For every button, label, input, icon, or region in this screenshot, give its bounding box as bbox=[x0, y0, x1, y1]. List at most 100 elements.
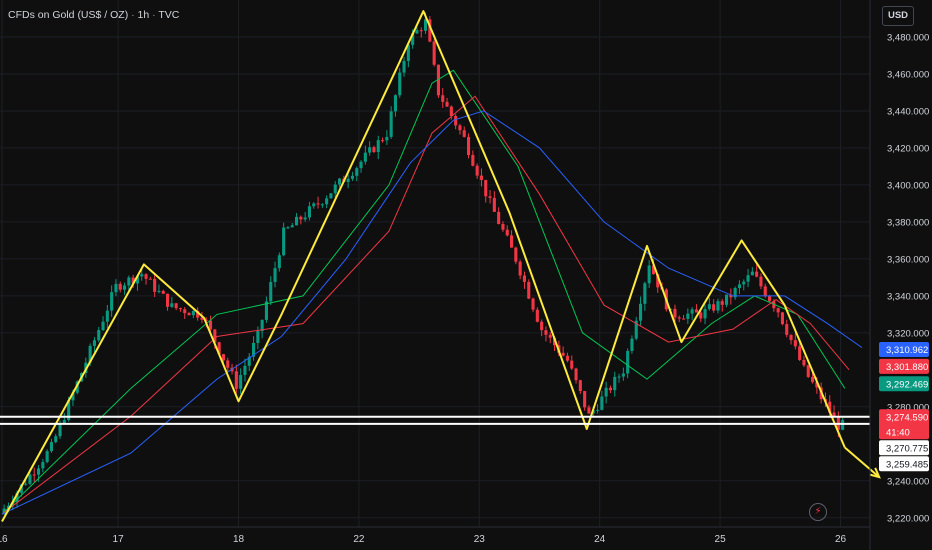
candle-body bbox=[720, 301, 724, 305]
zigzag-line[interactable] bbox=[1, 10, 846, 522]
chart-title[interactable]: CFDs on Gold (US$ / OZ) · 1h · TVC bbox=[8, 9, 180, 21]
candle-body bbox=[492, 197, 496, 212]
candle-body bbox=[277, 255, 281, 269]
candle-body bbox=[209, 320, 213, 330]
time-tick-label: 25 bbox=[715, 534, 727, 545]
candle-body bbox=[785, 324, 789, 335]
grid-lines bbox=[0, 0, 870, 527]
candle-body bbox=[359, 161, 363, 169]
candle-body bbox=[398, 72, 402, 96]
candle-body bbox=[144, 274, 148, 279]
candle-body bbox=[501, 224, 505, 230]
candle-body bbox=[58, 423, 62, 437]
candle-body bbox=[217, 342, 221, 355]
candle-body bbox=[376, 140, 380, 152]
zigzag-pattern bbox=[1, 10, 881, 522]
candle-body bbox=[346, 178, 350, 182]
candle-body bbox=[221, 354, 225, 361]
price-label-badge bbox=[879, 440, 929, 456]
candle-body bbox=[497, 211, 501, 225]
candle-body bbox=[677, 317, 681, 319]
price-tick-label: 3,360.000 bbox=[887, 254, 929, 265]
candle-body bbox=[204, 319, 208, 321]
candle-body bbox=[166, 293, 170, 307]
candle-body bbox=[196, 310, 200, 318]
currency-button[interactable]: USD bbox=[882, 6, 914, 26]
candle-body bbox=[712, 304, 716, 311]
candle-body bbox=[639, 303, 643, 321]
candle-body bbox=[174, 303, 178, 309]
candle-body bbox=[312, 203, 316, 207]
candle-body bbox=[264, 301, 268, 320]
candle-body bbox=[24, 483, 28, 485]
interval-label[interactable]: 1h bbox=[137, 9, 150, 21]
candle-body bbox=[484, 179, 488, 197]
candle-body bbox=[178, 308, 182, 310]
candle-body bbox=[475, 165, 479, 176]
candle-body bbox=[828, 401, 832, 413]
candle-body bbox=[776, 308, 780, 313]
candle-body bbox=[101, 321, 105, 331]
candle-body bbox=[514, 247, 518, 262]
candle-body bbox=[707, 304, 711, 310]
lightning-icon[interactable]: ⚡ bbox=[809, 503, 827, 521]
candle-body bbox=[535, 309, 539, 322]
candle-body bbox=[449, 106, 453, 116]
candle-body bbox=[131, 277, 135, 284]
candle-body bbox=[682, 318, 686, 320]
arrow-line[interactable] bbox=[844, 446, 880, 478]
candle-body bbox=[471, 155, 475, 166]
candle-body bbox=[518, 261, 522, 276]
horizontal-levels bbox=[0, 415, 870, 425]
candle-body bbox=[71, 392, 75, 401]
price-label-text: 3,259.485 bbox=[886, 459, 928, 470]
candle-body bbox=[213, 329, 217, 343]
price-tick-label: 3,320.000 bbox=[887, 328, 929, 339]
symbol-name[interactable]: CFDs on Gold (US$ / OZ) bbox=[8, 9, 129, 21]
price-label-badge bbox=[879, 409, 929, 440]
candle-body bbox=[307, 206, 311, 218]
candle-body bbox=[583, 391, 587, 408]
candle-body bbox=[621, 373, 625, 377]
candle-body bbox=[811, 376, 815, 383]
candle-body bbox=[527, 281, 531, 299]
candle-body bbox=[286, 227, 290, 229]
price-label-badge bbox=[879, 358, 929, 374]
candle-body bbox=[316, 203, 320, 205]
candle-body bbox=[355, 168, 359, 176]
time-axis[interactable]: 16 17 18 22 23 24 25 26 bbox=[0, 534, 846, 545]
candle-body bbox=[617, 376, 621, 378]
candle-body bbox=[19, 484, 23, 493]
price-axis[interactable]: 3,480.000 3,460.000 3,440.000 3,420.000 3,40… bbox=[887, 32, 929, 524]
candle-body bbox=[462, 130, 466, 137]
candle-body bbox=[634, 320, 638, 339]
candle-body bbox=[561, 352, 565, 356]
candle-body bbox=[454, 115, 458, 126]
candle-body bbox=[88, 345, 92, 363]
candle-body bbox=[510, 235, 514, 248]
candle-body bbox=[651, 265, 655, 275]
candle-body bbox=[798, 346, 802, 360]
time-tick-label: 16 bbox=[0, 534, 8, 545]
candle-body bbox=[303, 217, 307, 220]
candle-body bbox=[135, 276, 139, 284]
price-tick-label: 3,220.000 bbox=[887, 513, 929, 524]
candle-body bbox=[127, 277, 131, 286]
price-label-badge bbox=[879, 456, 929, 472]
data-source: TVC bbox=[158, 9, 180, 21]
price-label-badge bbox=[879, 342, 929, 358]
candle-body bbox=[62, 419, 66, 424]
time-tick-label: 22 bbox=[353, 534, 365, 545]
candle-body bbox=[565, 355, 569, 361]
candle-body bbox=[755, 271, 759, 277]
candle-body bbox=[385, 136, 389, 141]
candle-body bbox=[333, 184, 337, 194]
candle-body bbox=[759, 276, 763, 287]
price-labels: 3,310.962 3,301.880 3,292.469 3,274.590 41:4… bbox=[879, 342, 929, 472]
candle-body bbox=[458, 125, 462, 131]
candle-body bbox=[613, 376, 617, 391]
candle-body bbox=[402, 60, 406, 73]
candle-body bbox=[170, 303, 174, 307]
